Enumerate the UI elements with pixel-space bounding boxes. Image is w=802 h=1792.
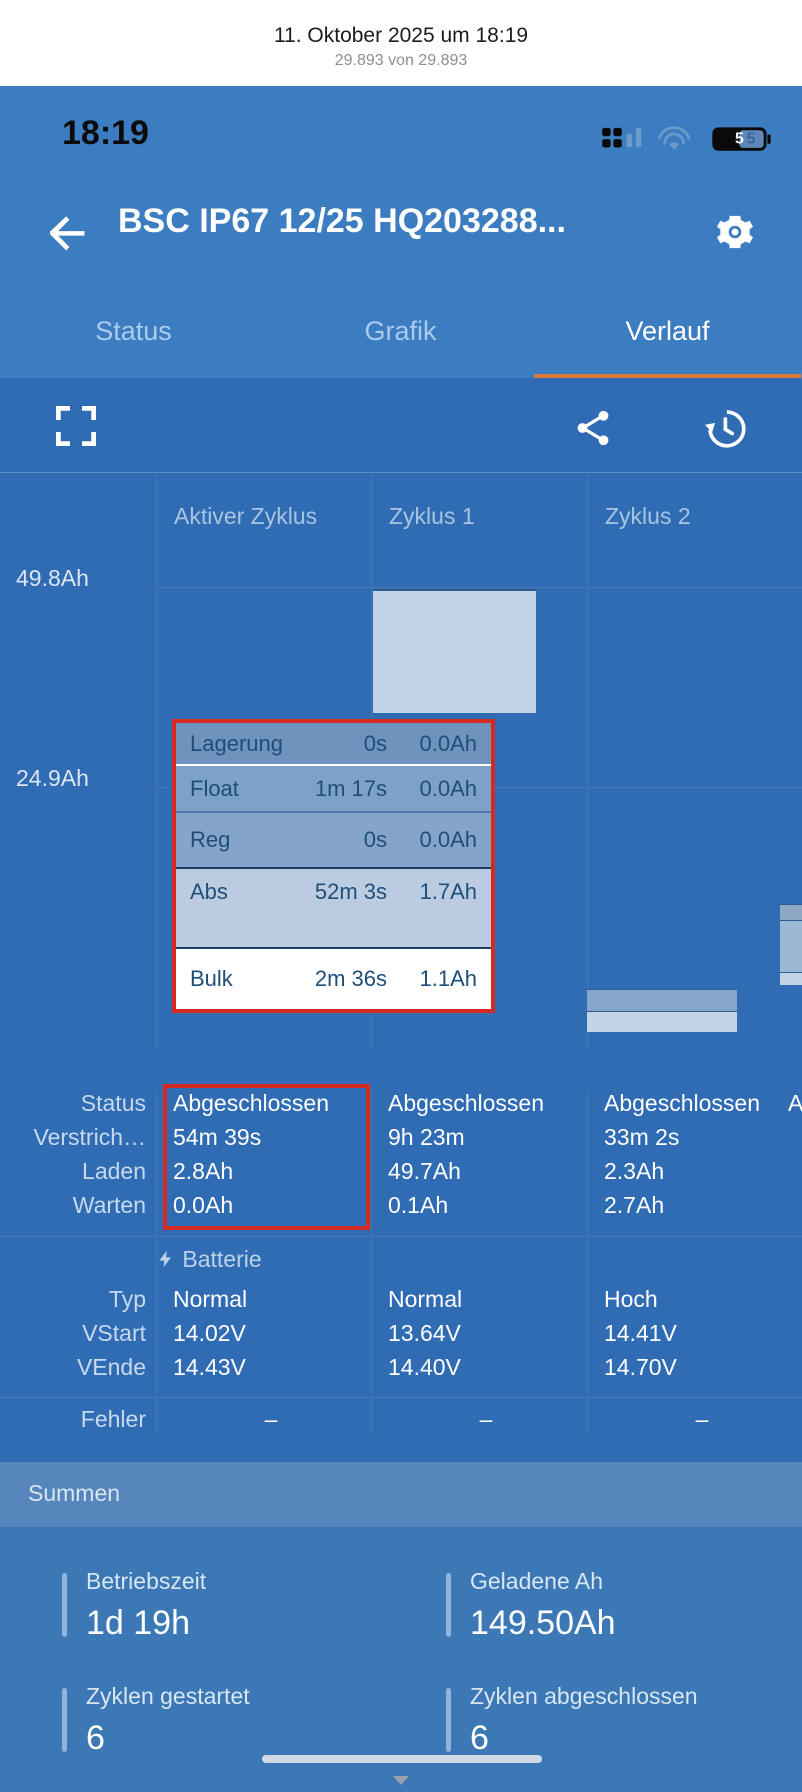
svg-text:5: 5: [747, 131, 756, 148]
svg-text:5: 5: [735, 131, 744, 148]
